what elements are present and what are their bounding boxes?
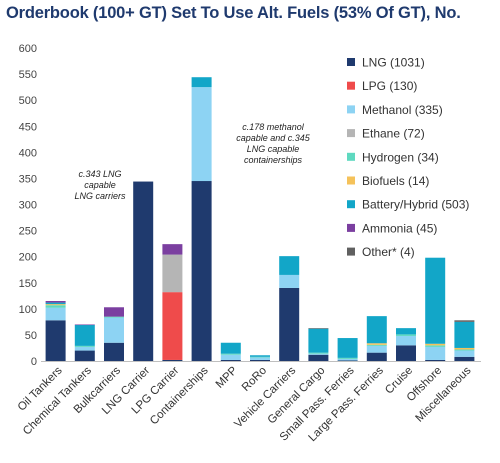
bar-segment <box>250 355 270 357</box>
legend-swatch <box>347 176 355 185</box>
legend-label: LNG (1031) <box>362 56 425 70</box>
y-tick-label: 200 <box>19 252 37 264</box>
bar-segment <box>337 360 358 362</box>
bar-segment <box>425 257 446 344</box>
bar-segment <box>220 353 241 355</box>
bar-segment <box>396 334 416 336</box>
bar-segment <box>104 342 124 361</box>
bar-segment <box>45 304 66 306</box>
bar-segment <box>454 320 475 322</box>
legend-label: LPG (130) <box>362 79 417 93</box>
bar-segment <box>366 345 387 353</box>
y-tick-label: 300 <box>19 200 37 212</box>
bar-segment <box>425 345 446 347</box>
bar-segment <box>104 316 124 318</box>
bar-segment <box>45 320 66 361</box>
y-tick-label: 550 <box>19 69 37 81</box>
y-tick-label: 450 <box>19 121 37 133</box>
bar-segment <box>191 77 212 88</box>
bar-segment <box>74 325 95 346</box>
bar-segment <box>74 346 95 351</box>
bar-segment <box>454 356 475 361</box>
bar-segment <box>74 324 95 326</box>
bar-segment <box>366 316 387 344</box>
legend-label: Ethane (72) <box>362 127 425 141</box>
bar-segment <box>454 350 475 357</box>
y-tick-label: 250 <box>19 226 37 238</box>
bar-segment <box>220 342 241 354</box>
bar-segment <box>162 254 183 293</box>
legend-label: Ammonia (45) <box>362 221 437 235</box>
legend-swatch <box>347 129 355 138</box>
bar-segment <box>366 343 387 345</box>
bar-segment <box>250 356 270 358</box>
bar-segment <box>191 181 212 361</box>
bar-segment <box>45 302 66 305</box>
annotation-text: c.178 methanol capable and c.345 LNG capab… <box>236 122 311 165</box>
bar-segment <box>366 344 387 346</box>
y-tick-label: 150 <box>19 278 37 290</box>
bar-segment <box>104 317 124 343</box>
bar-segment <box>250 359 270 361</box>
legend-label: Other* (4) <box>362 245 415 259</box>
bar-segment <box>45 301 66 303</box>
legend-swatch <box>347 152 355 161</box>
bar-segment <box>337 338 358 358</box>
bar-segment <box>74 350 95 361</box>
y-tick-label: 100 <box>19 304 37 316</box>
bar-segment <box>454 321 475 348</box>
y-tick-label: 400 <box>19 147 37 159</box>
legend-swatch <box>347 200 355 209</box>
y-tick-label: 600 <box>19 43 37 55</box>
bar-segment <box>425 346 446 360</box>
bar-segment <box>396 345 416 361</box>
bar-segment <box>396 335 416 346</box>
y-tick-label: 350 <box>19 173 37 185</box>
legend-swatch <box>347 247 355 256</box>
bar-segment <box>220 359 241 361</box>
bar-segment <box>45 305 66 308</box>
bar-segment <box>308 353 329 355</box>
bar-segment <box>104 307 124 317</box>
bar-segment <box>74 345 95 347</box>
legend-label: Biofuels (14) <box>362 174 429 188</box>
bar-segment <box>250 357 270 360</box>
legend-swatch <box>347 58 355 66</box>
bar-segment <box>337 357 358 359</box>
x-tick-label: MPP <box>214 364 240 390</box>
legend-swatch <box>347 223 355 232</box>
bar-segment <box>162 244 183 255</box>
bar-segment <box>425 359 446 361</box>
bar-segment <box>454 349 475 351</box>
bar-segment <box>220 354 241 360</box>
bar-segment <box>425 343 446 346</box>
bar-segment <box>366 352 387 361</box>
bar-segment <box>308 328 329 353</box>
bar-segment <box>133 181 154 361</box>
legend-swatch <box>347 81 355 90</box>
bar-segment <box>337 358 358 361</box>
bar-segment <box>454 347 475 350</box>
bar-segment <box>396 328 416 335</box>
bar-segment <box>308 352 329 354</box>
bar-segment <box>45 307 66 321</box>
bar-segment <box>279 287 300 361</box>
bar-segment <box>308 354 329 361</box>
chart-title: Orderbook (100+ GT) Set To Use Alt. Fuel… <box>6 4 461 22</box>
y-tick-label: 500 <box>19 95 37 107</box>
legend-label: Battery/Hybrid (503) <box>362 198 469 212</box>
annotation-text: c.343 LNG capable LNG carriers <box>74 169 126 201</box>
bar-segment <box>191 87 212 182</box>
y-tick-label: 50 <box>25 330 37 342</box>
bar-segment <box>162 359 183 361</box>
bar-segment <box>308 328 329 329</box>
y-tick-label: 0 <box>31 356 37 368</box>
legend-label: Methanol (335) <box>362 103 443 117</box>
bar-segment <box>279 274 300 288</box>
bar-segment <box>279 256 300 275</box>
legend-swatch <box>347 105 355 114</box>
legend-label: Hydrogen (34) <box>362 150 439 164</box>
bar-segment <box>162 292 183 360</box>
